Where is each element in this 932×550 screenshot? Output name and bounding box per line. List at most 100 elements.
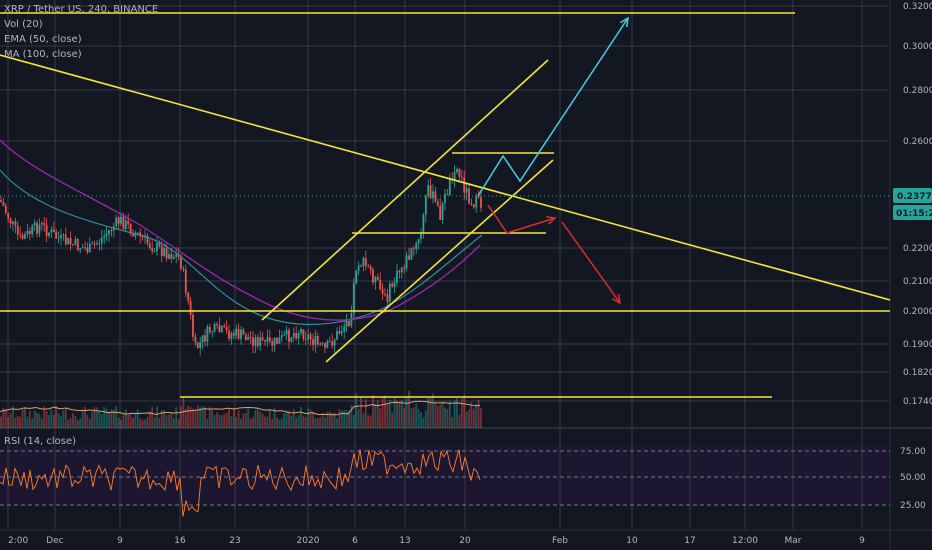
volume-bar xyxy=(376,400,379,428)
volume-bar xyxy=(398,403,401,428)
volume-bar xyxy=(16,416,19,428)
volume-bar xyxy=(86,414,89,428)
volume-bar xyxy=(338,408,341,428)
volume-bar xyxy=(38,413,41,428)
candle-body xyxy=(165,248,168,259)
candle-body xyxy=(364,257,367,266)
rsi-legend[interactable]: RSI (14, close) xyxy=(4,436,77,447)
volume-bar xyxy=(441,401,444,428)
candle-body xyxy=(441,202,444,221)
candle-body xyxy=(225,326,228,331)
volume-bar xyxy=(213,415,216,428)
legend-ma[interactable]: MA (100, close) xyxy=(4,49,82,60)
volume-bar xyxy=(216,412,218,428)
volume-bar xyxy=(7,416,10,428)
volume-bar xyxy=(84,406,86,428)
candle-body xyxy=(244,334,247,341)
candle-body xyxy=(261,337,264,341)
volume-bar xyxy=(40,418,43,428)
candle-body xyxy=(187,292,190,301)
volume-bar xyxy=(285,410,288,428)
volume-bar xyxy=(300,407,302,428)
volume-bar xyxy=(316,417,319,428)
candle-body xyxy=(208,326,211,333)
candle-body xyxy=(43,223,46,225)
candle-body xyxy=(403,267,406,269)
candle-body xyxy=(9,218,12,224)
candle-body xyxy=(52,229,55,233)
volume-bar xyxy=(141,419,144,428)
volume-bar xyxy=(307,408,310,428)
candle-body xyxy=(235,328,238,336)
y-tick-label: 0.17400 xyxy=(903,397,932,407)
volume-bar xyxy=(451,417,454,428)
candle-body xyxy=(240,329,242,339)
volume-bar xyxy=(434,402,437,428)
volume-bar xyxy=(220,415,223,428)
volume-bar xyxy=(112,409,115,428)
volume-bar xyxy=(235,416,238,428)
candle-body xyxy=(132,233,134,237)
volume-bar xyxy=(446,408,449,428)
volume-bar xyxy=(24,407,26,428)
volume-bar xyxy=(93,407,96,428)
volume-bar xyxy=(288,410,290,428)
candle-body xyxy=(412,248,415,250)
legend-ema[interactable]: EMA (50, close) xyxy=(4,34,82,45)
candle-body xyxy=(374,276,377,283)
candle-body xyxy=(355,270,358,284)
volume-bar xyxy=(50,409,53,428)
candle-body xyxy=(345,320,348,327)
candle-body xyxy=(48,232,50,236)
countdown-value: 01:15:23 xyxy=(896,209,932,219)
candle-body xyxy=(218,324,221,332)
candle-body xyxy=(398,270,401,273)
volume-bar xyxy=(81,409,84,428)
candle-body xyxy=(259,337,262,347)
candle-body xyxy=(357,265,360,271)
candle-body xyxy=(316,335,319,344)
candle-body xyxy=(84,247,86,249)
candle-body xyxy=(216,323,218,325)
candle-body xyxy=(324,343,326,348)
candle-body xyxy=(472,204,475,208)
volume-bar xyxy=(43,406,46,428)
candle-body xyxy=(456,169,458,173)
volume-bar xyxy=(69,417,72,428)
candle-body xyxy=(391,283,394,287)
volume-bar xyxy=(208,406,211,428)
bullish-arrow-head xyxy=(619,16,629,28)
volume-bar xyxy=(271,418,274,428)
candle-body xyxy=(408,255,410,260)
candle-body xyxy=(384,293,386,295)
candle-body xyxy=(127,220,130,225)
candle-body xyxy=(64,234,67,245)
candle-body xyxy=(160,245,163,256)
volume-bar xyxy=(424,410,427,428)
volume-bar xyxy=(79,418,82,428)
volume-bar xyxy=(124,409,127,428)
candle-body xyxy=(67,238,70,245)
volume-bar xyxy=(477,399,480,428)
volume-bar xyxy=(177,418,180,428)
legend-volume[interactable]: Vol (20) xyxy=(4,19,43,30)
candle-body xyxy=(24,234,26,239)
volume-bar xyxy=(429,397,432,428)
x-tick-label: Dec xyxy=(46,536,63,546)
candle-body xyxy=(410,248,413,260)
volume-bar xyxy=(76,419,79,428)
candle-body xyxy=(213,323,216,332)
candle-body xyxy=(199,342,202,348)
x-tick-label: 16 xyxy=(174,536,186,546)
candle-body xyxy=(338,331,341,334)
candle-body xyxy=(86,247,89,253)
candle-body xyxy=(72,244,74,246)
candle-body xyxy=(110,230,113,232)
candle-body xyxy=(228,330,230,339)
volume-bar xyxy=(139,418,142,428)
candle-body xyxy=(266,337,269,342)
x-tick-label: 2020 xyxy=(297,536,320,546)
legend-symbol[interactable]: XRP / Tether US, 240, BINANCE xyxy=(4,4,159,15)
